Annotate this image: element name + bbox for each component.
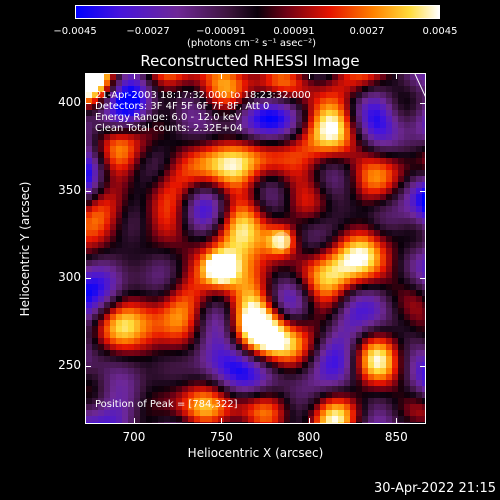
y-tick-label: 350	[58, 182, 81, 197]
colorbar	[75, 5, 440, 19]
y-tick-mark	[85, 366, 91, 368]
x-tick-mark	[133, 418, 135, 424]
peak-position-label: Position of Peak = [784,322]	[95, 399, 238, 410]
x-tick-label: 850	[384, 430, 408, 444]
colorbar-tick-label: −0.0027	[126, 26, 170, 37]
x-tick-mark	[308, 418, 310, 424]
colorbar-tick-label: −0.00091	[196, 26, 246, 37]
y-tick-label: 400	[58, 94, 81, 109]
y-tick-mark	[420, 278, 426, 280]
x-tick-mark	[221, 418, 223, 424]
y-tick-label: 300	[58, 270, 81, 285]
x-tick-mark	[133, 73, 135, 79]
info-line-time: 21-Apr-2003 18:17:32.000 to 18:23:32.000	[95, 90, 311, 101]
colorbar-unit-label: (photons cm⁻² s⁻¹ asec⁻²)	[187, 38, 317, 49]
image-plot-area: 21-Apr-2003 18:17:32.000 to 18:23:32.000…	[85, 73, 426, 424]
y-tick-mark	[420, 190, 426, 192]
colorbar-tick-label: 0.00091	[273, 26, 315, 37]
source-peak-1	[272, 231, 291, 250]
y-tick-mark	[420, 366, 426, 368]
info-line-detectors: Detectors: 3F 4F 5F 6F 7F 8F, Att 0	[95, 101, 270, 112]
x-axis-label: Heliocentric X (arcsec)	[187, 446, 324, 460]
info-line-counts: Clean Total counts: 2.32E+04	[95, 123, 243, 134]
chart-title: Reconstructed RHESSI Image	[140, 52, 360, 70]
y-tick-label: 250	[58, 358, 81, 373]
footer-timestamp: 30-Apr-2022 21:15	[374, 481, 496, 496]
info-line-energy: Energy Range: 6.0 - 12.0 keV	[95, 112, 242, 123]
fov-edge-line	[414, 74, 425, 97]
y-tick-mark	[85, 102, 91, 104]
colorbar-tick-label: 0.0045	[422, 26, 458, 37]
x-tick-mark	[396, 73, 398, 79]
y-tick-mark	[420, 102, 426, 104]
x-tick-mark	[221, 73, 223, 79]
x-tick-label: 750	[209, 430, 233, 444]
y-axis-label: Heliocentric Y (arcsec)	[18, 181, 32, 317]
x-tick-label: 800	[297, 430, 321, 444]
image-pixels	[86, 74, 425, 423]
x-tick-label: 700	[122, 430, 146, 444]
rhessi-image	[86, 74, 425, 423]
source-peak-2	[211, 259, 230, 278]
y-tick-mark	[85, 278, 91, 280]
x-tick-mark	[308, 73, 310, 79]
colorbar-tick-label: −0.0045	[53, 26, 97, 37]
colorbar-tick-label: 0.0027	[349, 26, 385, 37]
y-tick-mark	[85, 190, 91, 192]
x-tick-mark	[396, 418, 398, 424]
